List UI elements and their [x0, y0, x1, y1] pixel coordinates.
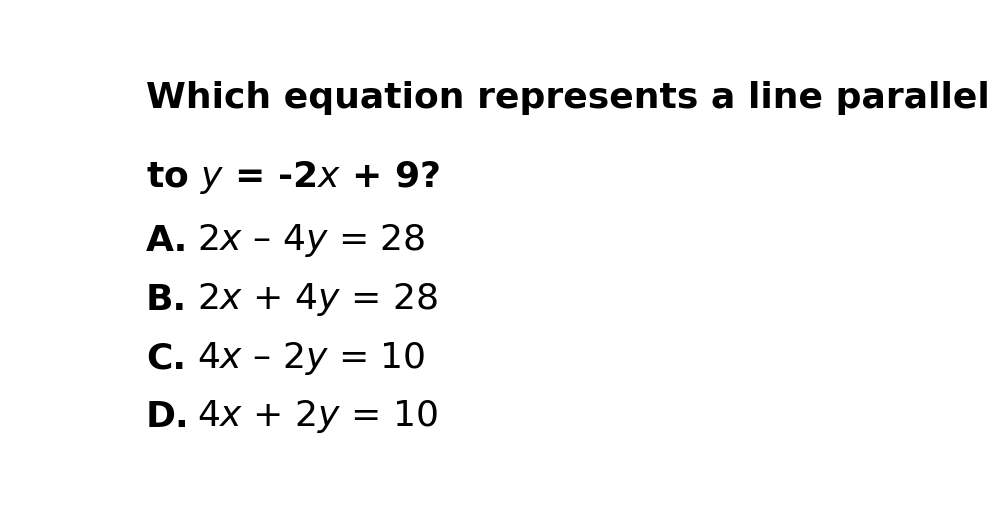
Text: A.: A. [146, 224, 188, 258]
Text: B.: B. [146, 282, 187, 316]
Text: D.: D. [146, 400, 190, 434]
Text: Which equation represents a line parallel: Which equation represents a line paralle… [146, 80, 990, 114]
Text: $2x$ + $4y$ = 28: $2x$ + $4y$ = 28 [198, 281, 438, 318]
Text: $2x$ – $4y$ = 28: $2x$ – $4y$ = 28 [198, 223, 426, 260]
Text: C.: C. [146, 341, 186, 375]
Text: $4x$ + $2y$ = 10: $4x$ + $2y$ = 10 [198, 398, 438, 435]
Text: $4x$ – $2y$ = 10: $4x$ – $2y$ = 10 [198, 340, 426, 377]
Text: to $y$ = -2$x$ + 9?: to $y$ = -2$x$ + 9? [146, 158, 440, 196]
